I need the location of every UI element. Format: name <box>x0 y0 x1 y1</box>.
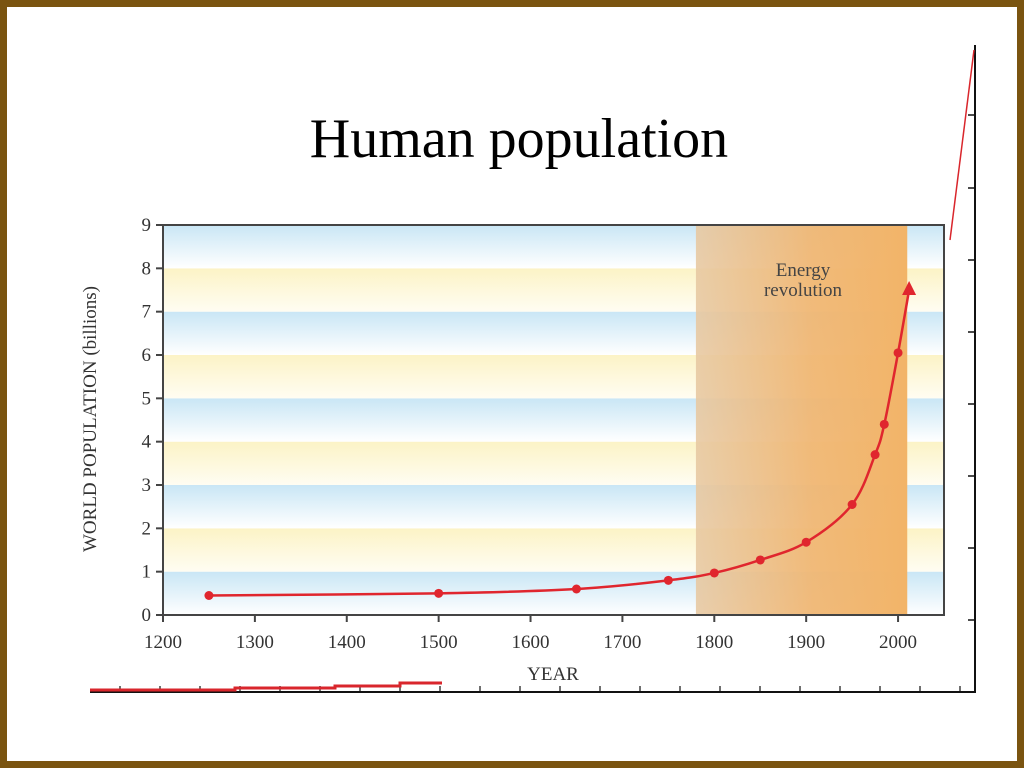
slide-title: Human population <box>309 108 729 170</box>
x-tick-label: 2000 <box>879 632 917 653</box>
data-point <box>847 500 857 509</box>
data-point <box>755 555 765 565</box>
data-point <box>571 584 581 594</box>
y-axis-ticks: 0 1 2 3 4 5 6 7 8 9 <box>142 215 163 626</box>
x-tick-label: 1500 <box>420 632 458 653</box>
population-series <box>204 281 917 600</box>
annotation-line-2: revolution <box>764 280 843 301</box>
energy-region <box>695 225 908 615</box>
plot-frame <box>162 224 945 616</box>
y-tick-label: 2 <box>142 518 152 539</box>
x-tick-label: 1400 <box>328 632 366 653</box>
energy-revolution-region <box>695 225 908 615</box>
x-tick-label: 1900 <box>787 632 825 653</box>
y-tick-label: 7 <box>142 302 152 323</box>
data-point <box>879 419 889 429</box>
y-axis-label: WORLD POPULATION (billions) <box>80 286 101 552</box>
data-point <box>663 575 673 585</box>
x-tick-label: 1700 <box>603 632 641 653</box>
y-tick-label: 5 <box>142 388 152 409</box>
x-tick-label: 1600 <box>512 632 550 653</box>
data-point <box>709 568 719 578</box>
x-axis-label: YEAR <box>527 664 579 685</box>
y-tick-label: 6 <box>142 345 152 366</box>
red-diagonal-line <box>949 49 975 241</box>
y-tick-label: 0 <box>142 605 152 626</box>
red-step-line <box>90 681 442 692</box>
data-point <box>204 591 214 600</box>
end-arrow <box>902 281 917 295</box>
y-tick-label: 9 <box>142 215 152 236</box>
annotation-line-1: Energy <box>776 260 831 281</box>
y-tick-label: 4 <box>142 432 152 453</box>
x-tick-label: 1800 <box>695 632 733 653</box>
y-tick-label: 3 <box>142 475 152 496</box>
x-tick-label: 1300 <box>236 632 274 653</box>
data-point <box>801 537 811 547</box>
decorative-lines <box>90 45 976 693</box>
x-tick-label: 1200 <box>144 632 182 653</box>
y-tick-label: 8 <box>142 258 152 279</box>
data-point <box>870 450 880 460</box>
data-point <box>893 348 903 358</box>
y-tick-label: 1 <box>142 562 152 583</box>
data-point <box>434 588 444 598</box>
x-axis-ticks: 1200 1300 1400 1500 1600 1700 1800 1900 2000 <box>144 615 917 653</box>
